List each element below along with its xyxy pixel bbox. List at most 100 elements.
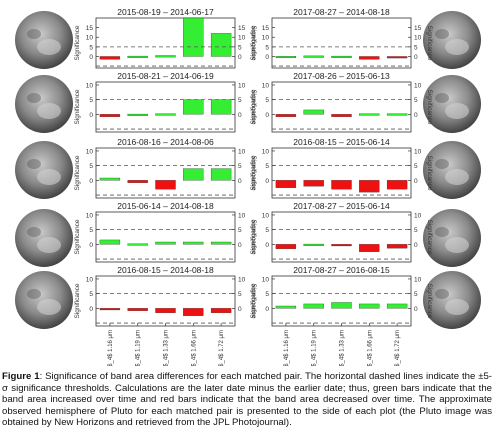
y-tick-label: 10: [238, 35, 246, 42]
y-axis-label: Significance: [74, 155, 81, 190]
plot-frame: [271, 147, 412, 199]
y-axis-label: Significance: [426, 25, 433, 60]
y-tick-label: 5: [414, 163, 418, 170]
y-axis-label: Significance: [250, 89, 257, 124]
y-tick-label: 0: [238, 242, 242, 249]
pluto-globe-image: [15, 209, 73, 267]
x-tick-label: CH$_4$ 1.66 μm: [191, 330, 197, 366]
bar: [359, 113, 380, 116]
y-tick-label: 5: [265, 227, 269, 234]
y-tick-label: 10: [86, 148, 94, 155]
bar: [275, 244, 297, 249]
y-tick-label: 10: [86, 35, 94, 42]
bar: [331, 55, 352, 58]
chart-panel: 2016-08-16 – 2014-08-06 0 0 5 5 10 10 Significa…: [74, 137, 257, 199]
bar: [386, 303, 408, 309]
x-tick-label: CH$_4$ 1.72 μm: [395, 330, 401, 366]
y-axis-label: Significance: [426, 283, 433, 318]
chart-panel: 2015-06-14 – 2014-08-18 0 0 5 5 10 10 Significa…: [74, 201, 257, 263]
y-tick-label: 15: [238, 25, 246, 32]
y-axis-label: Significance: [250, 283, 257, 318]
y-tick-label: 10: [238, 82, 246, 89]
y-tick-label: 5: [238, 97, 242, 104]
chart-title: 2015-06-14 – 2014-08-18: [117, 201, 214, 211]
y-tick-label: 5: [414, 227, 418, 234]
y-tick-label: 10: [262, 35, 270, 42]
y-tick-label: 5: [265, 44, 269, 51]
pluto-globe-image: [423, 209, 481, 267]
y-tick-label: 5: [89, 163, 93, 170]
pluto-globe-image: [423, 271, 481, 329]
bar: [127, 55, 148, 58]
y-axis-label: Significance: [426, 219, 433, 254]
y-tick-label: 0: [89, 54, 93, 61]
x-tick-label: CH$_4$ 1.33 μm: [340, 330, 346, 366]
bar: [331, 114, 352, 117]
plot-frame: [95, 211, 236, 263]
chart-title: 2017-08-26 – 2015-06-13: [293, 71, 390, 81]
y-tick-label: 15: [414, 25, 422, 32]
chart-title: 2017-08-27 – 2014-08-18: [293, 7, 390, 17]
y-tick-label: 5: [265, 97, 269, 104]
chart-panel: 2015-08-21 – 2014-06-19 0 0 5 5 10 10 Significa…: [74, 71, 257, 133]
bar: [99, 56, 121, 60]
x-tick-label: CH$_4$ 1.16 μm: [108, 330, 114, 366]
bar: [99, 308, 121, 311]
y-tick-label: 5: [414, 291, 418, 298]
bar: [331, 180, 352, 190]
bar: [99, 114, 121, 117]
y-axis-label: Significance: [426, 155, 433, 190]
bar: [386, 56, 408, 59]
bar: [155, 55, 176, 58]
y-tick-label: 10: [86, 82, 94, 89]
bar: [359, 303, 380, 309]
bar: [386, 180, 408, 190]
bar: [275, 114, 297, 117]
bar: [99, 177, 121, 181]
y-tick-label: 0: [238, 306, 242, 313]
bar: [155, 180, 176, 190]
plot-frame: [271, 81, 412, 133]
y-tick-label: 0: [265, 54, 269, 61]
y-tick-label: 0: [265, 112, 269, 119]
y-tick-label: 0: [238, 112, 242, 119]
y-axis-label: Significance: [250, 155, 257, 190]
y-tick-label: 0: [414, 178, 418, 185]
y-tick-label: 10: [262, 276, 270, 283]
y-axis-label: Significance: [250, 219, 257, 254]
bar: [210, 168, 232, 181]
y-tick-label: 5: [238, 227, 242, 234]
y-tick-label: 10: [262, 212, 270, 219]
bar: [303, 243, 324, 246]
pluto-globe-image: [15, 271, 73, 329]
y-tick-label: 5: [414, 97, 418, 104]
y-axis-label: Significance: [250, 25, 257, 60]
x-tick-label: CH$_4$ 1.19 μm: [312, 330, 318, 366]
pluto-globe-image: [15, 141, 73, 199]
bar: [303, 180, 324, 187]
chart-title: 2015-08-21 – 2014-06-19: [117, 71, 214, 81]
y-tick-label: 5: [89, 44, 93, 51]
y-tick-label: 10: [86, 212, 94, 219]
pluto-globe-image: [15, 75, 73, 133]
bar: [155, 308, 176, 313]
plot-frame: [95, 81, 236, 133]
chart-title: 2016-08-15 – 2014-08-18: [117, 265, 214, 275]
chart-title: 2016-08-16 – 2014-08-06: [117, 137, 214, 147]
chart-panel: 2017-08-27 – 2015-06-14 0 0 5 5 10 10 Significa…: [250, 201, 433, 263]
significance-figure: 2015-08-19 – 2014-06-17 0 0 5 5 10 10 15 15 Signi…: [15, 7, 481, 366]
y-tick-label: 0: [89, 242, 93, 249]
plot-frame: [271, 211, 412, 263]
chart-title: 2015-08-19 – 2014-06-17: [117, 7, 214, 17]
y-tick-label: 10: [238, 212, 246, 219]
x-tick-label: CH$_4$ 1.66 μm: [367, 330, 373, 366]
y-axis-label: Significance: [426, 89, 433, 124]
y-tick-label: 10: [414, 82, 422, 89]
y-axis-label: Significance: [74, 283, 81, 318]
bar: [127, 113, 148, 116]
y-tick-label: 10: [414, 212, 422, 219]
y-tick-label: 10: [414, 148, 422, 155]
y-axis-label: Significance: [74, 25, 81, 60]
x-tick-label: CH$_4$ 1.19 μm: [136, 330, 142, 366]
y-tick-label: 0: [238, 54, 242, 61]
